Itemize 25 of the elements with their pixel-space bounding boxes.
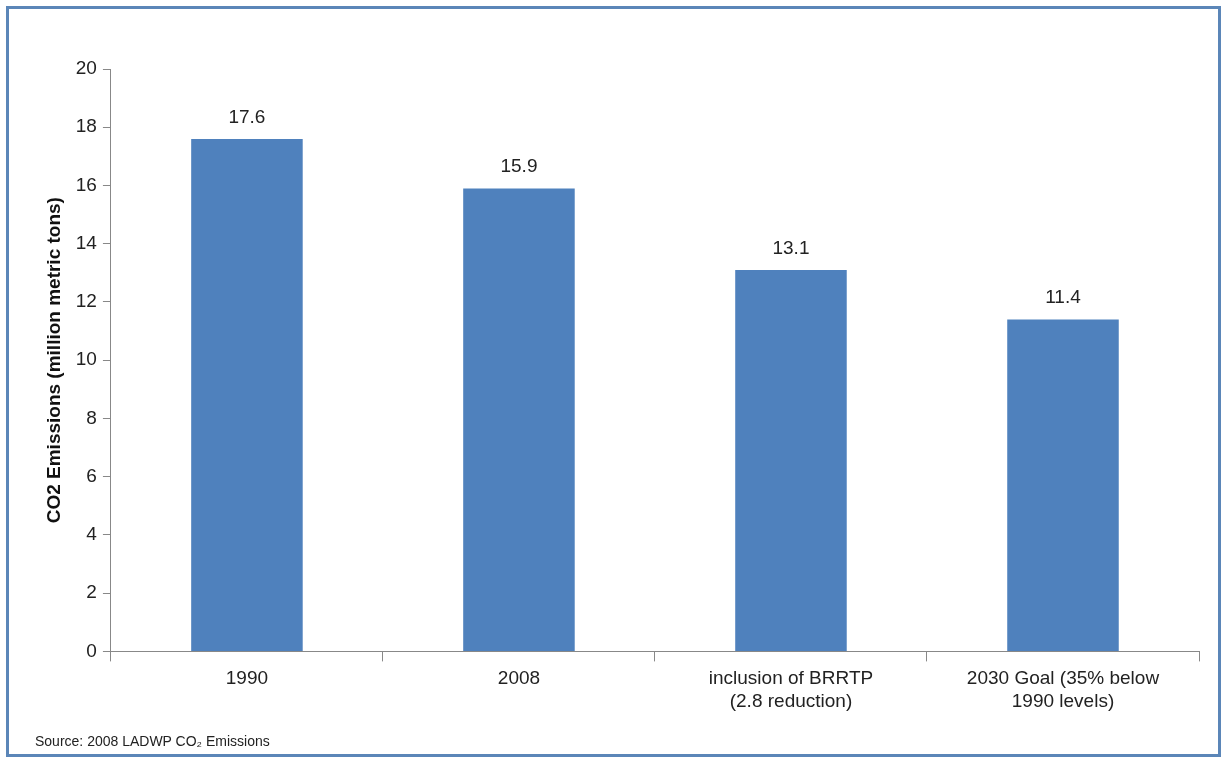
data-label: 13.1: [772, 236, 810, 258]
y-tick-label: 18: [75, 115, 97, 137]
y-tick-label: 10: [75, 348, 97, 370]
data-label: 15.9: [500, 155, 538, 177]
x-tick-label: 2008: [497, 667, 541, 689]
bar: [1007, 319, 1119, 651]
y-tick-label: 4: [86, 523, 98, 545]
y-tick-label: 14: [75, 231, 98, 253]
source-note: Source: 2008 LADWP CO₂ Emissions: [35, 733, 270, 749]
y-tick-label: 20: [75, 57, 97, 79]
y-tick-label: 0: [86, 639, 97, 661]
bar: [191, 138, 303, 651]
x-tick-label: 2030 Goal (35% below 1990 levels): [966, 667, 1160, 711]
x-tick-label: inclusion of BRRTP (2.8 reduction): [708, 667, 874, 711]
x-tick-label: 1990: [225, 667, 269, 689]
y-tick-label: 6: [86, 464, 97, 486]
data-label: 17.6: [228, 105, 266, 127]
y-tick-label: 16: [75, 173, 97, 195]
y-axis-title: CO2 Emissions (million metric tons): [42, 197, 64, 524]
y-tick-label: 2: [86, 581, 97, 603]
data-label: 11.4: [1045, 286, 1082, 308]
bar: [735, 269, 847, 651]
y-tick-label: 8: [86, 406, 97, 428]
bar: [463, 188, 575, 651]
y-tick-label: 12: [75, 290, 97, 312]
